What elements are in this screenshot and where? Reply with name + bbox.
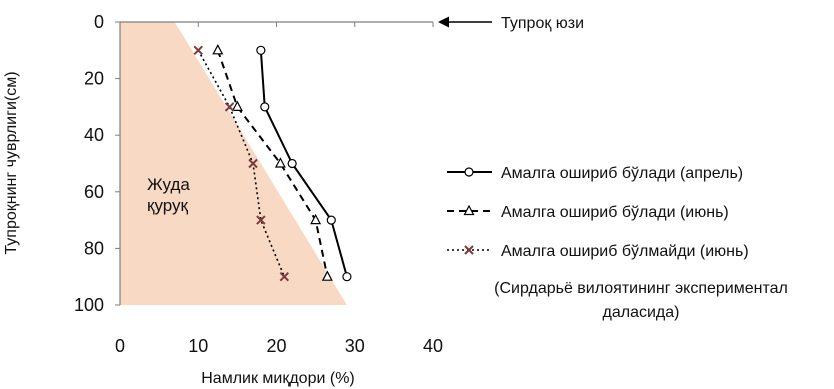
note-line1: (Сирдарьё вилоятининг экспериментал bbox=[494, 280, 788, 297]
series-3-point bbox=[279, 271, 290, 282]
y-tick-label: 20 bbox=[84, 69, 104, 89]
x-tick-label: 0 bbox=[115, 336, 125, 356]
series-1 bbox=[256, 45, 352, 282]
x-axis-title: Намлик миқдори (%) bbox=[201, 370, 355, 387]
surface-label: Тупроқ юзи bbox=[501, 15, 584, 32]
very-dry-region-label-line2: қуруқ bbox=[147, 196, 189, 215]
x-tick-label: 40 bbox=[423, 336, 443, 356]
series-2 bbox=[212, 44, 333, 281]
x-tick-label: 20 bbox=[266, 336, 286, 356]
very-dry-region-label-line1: Жуда bbox=[147, 175, 190, 194]
series-2-line bbox=[216, 49, 329, 277]
surface-arrow-head bbox=[438, 16, 449, 28]
series-2-point bbox=[212, 44, 224, 55]
series-3 bbox=[193, 45, 290, 282]
series-3-point bbox=[256, 215, 266, 225]
series-1-point bbox=[287, 158, 297, 169]
y-tick-label: 60 bbox=[84, 182, 104, 202]
x-tick-label: 10 bbox=[188, 336, 208, 356]
legend-swatch-marker bbox=[464, 245, 474, 255]
legend-label: Амалга ошириб бўлмайди (июнь) bbox=[501, 243, 749, 260]
series-2-point bbox=[231, 100, 243, 112]
legend-label: Амалга ошириб бўлади (июнь) bbox=[501, 204, 729, 221]
legend-swatch-marker bbox=[464, 167, 474, 177]
y-tick-label: 0 bbox=[94, 12, 104, 32]
series-3-point bbox=[248, 158, 258, 169]
series-2-point bbox=[274, 157, 286, 168]
note-line2: даласида) bbox=[603, 304, 680, 321]
y-axis-title: Тупроқнинг чуврлиги(см) bbox=[3, 71, 20, 254]
legend: Амалга ошириб бўлади (апрель) Амалга ошир… bbox=[447, 165, 749, 260]
series-2-point bbox=[310, 213, 322, 225]
series-3-point bbox=[224, 102, 235, 112]
legend-item-1: Амалга ошириб бўлади (апрель) bbox=[447, 165, 743, 182]
series-layer bbox=[193, 44, 352, 282]
legend-label: Амалга ошириб бўлади (апрель) bbox=[501, 165, 743, 182]
legend-swatch-marker bbox=[463, 204, 475, 216]
y-tick-label: 40 bbox=[84, 125, 104, 145]
series-3-point bbox=[193, 45, 203, 56]
y-tick-label: 100 bbox=[74, 295, 104, 315]
very-dry-region-layer bbox=[120, 22, 347, 305]
very-dry-region bbox=[120, 22, 347, 305]
series-1-point bbox=[326, 215, 336, 225]
axes: 0 10 20 30 40 0 20 40 60 80 100 bbox=[74, 12, 443, 356]
series-1-point bbox=[260, 102, 270, 112]
legend-item-3: Амалга ошириб бўлмайди (июнь) bbox=[447, 243, 749, 260]
legend-item-2: Амалга ошириб бўлади (июнь) bbox=[447, 204, 729, 221]
y-tick-label: 80 bbox=[84, 238, 104, 258]
series-2-point bbox=[321, 270, 333, 281]
series-1-point bbox=[256, 45, 266, 55]
x-tick-label: 30 bbox=[345, 336, 365, 356]
surface-annotation: Тупроқ юзи bbox=[438, 15, 584, 32]
series-1-point bbox=[342, 272, 352, 282]
